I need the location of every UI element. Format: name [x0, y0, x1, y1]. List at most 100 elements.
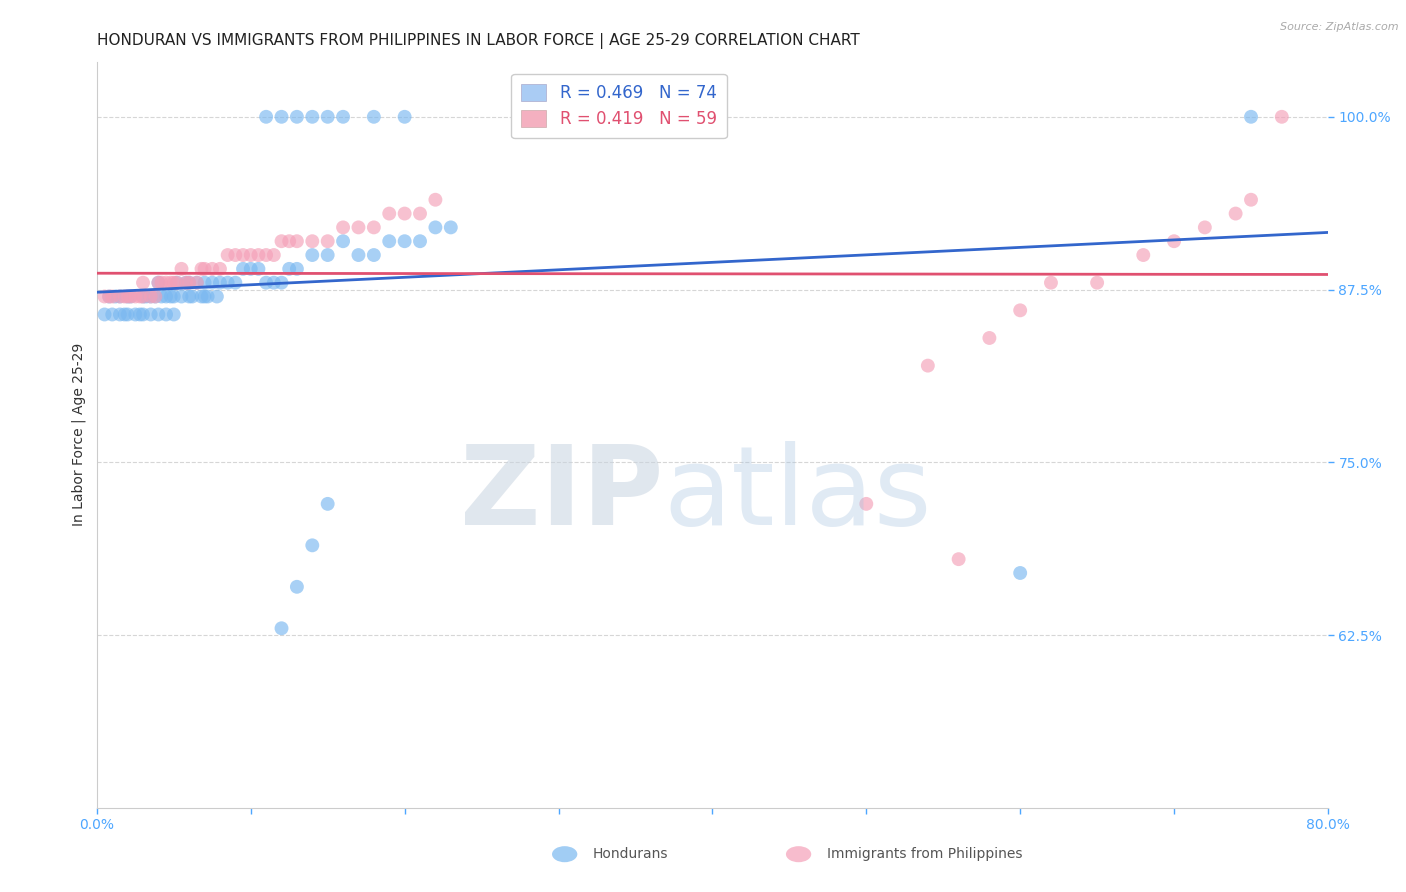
Point: [270, 234, 292, 248]
Point: [1039, 276, 1062, 290]
Point: [855, 497, 877, 511]
Point: [301, 234, 323, 248]
Point: [132, 308, 155, 322]
Point: [170, 261, 193, 276]
Point: [201, 261, 224, 276]
Point: [948, 552, 970, 566]
Point: [394, 206, 416, 220]
Legend: R = 0.469   N = 74, R = 0.419   N = 59: R = 0.469 N = 74, R = 0.419 N = 59: [512, 73, 727, 138]
Point: [170, 289, 193, 303]
Point: [193, 289, 215, 303]
Point: [270, 110, 292, 124]
Point: [93, 289, 115, 303]
Point: [117, 289, 139, 303]
Point: [378, 206, 401, 220]
Point: [917, 359, 939, 373]
Point: [1085, 276, 1108, 290]
Point: [347, 248, 370, 262]
Point: [139, 308, 162, 322]
Point: [143, 289, 166, 303]
Point: [1194, 220, 1216, 235]
Point: [979, 331, 1001, 345]
Point: [332, 234, 354, 248]
Point: [363, 110, 385, 124]
Point: [179, 276, 201, 290]
Point: [1010, 303, 1032, 318]
Point: [263, 276, 285, 290]
Point: [394, 234, 416, 248]
Text: ZIP: ZIP: [460, 441, 664, 548]
Point: [98, 289, 121, 303]
Point: [425, 220, 447, 235]
Point: [155, 308, 177, 322]
Point: [135, 289, 157, 303]
Point: [201, 276, 224, 290]
Point: [190, 289, 212, 303]
Point: [1240, 110, 1263, 124]
Point: [148, 308, 170, 322]
Point: [179, 276, 201, 290]
Y-axis label: In Labor Force | Age 25-29: In Labor Force | Age 25-29: [72, 343, 86, 526]
Point: [148, 276, 170, 290]
Point: [101, 289, 124, 303]
Point: [224, 248, 246, 262]
Point: [394, 110, 416, 124]
Point: [186, 276, 208, 290]
Point: [425, 193, 447, 207]
Point: [150, 289, 173, 303]
Point: [285, 234, 308, 248]
Point: [278, 261, 301, 276]
Point: [270, 621, 292, 635]
Point: [108, 289, 131, 303]
Point: [193, 261, 215, 276]
Point: [363, 220, 385, 235]
Point: [190, 261, 212, 276]
Point: [316, 110, 339, 124]
Point: [254, 248, 277, 262]
Point: [108, 289, 131, 303]
Point: [239, 261, 262, 276]
Point: [93, 308, 115, 322]
Point: [316, 234, 339, 248]
Point: [1225, 206, 1247, 220]
Point: [163, 289, 186, 303]
Point: [316, 497, 339, 511]
Point: [254, 276, 277, 290]
Point: [363, 248, 385, 262]
Point: [208, 276, 231, 290]
Point: [163, 276, 186, 290]
Point: [440, 220, 463, 235]
Point: [278, 234, 301, 248]
Point: [129, 308, 152, 322]
Point: [254, 110, 277, 124]
Point: [1163, 234, 1185, 248]
Point: [132, 289, 155, 303]
Point: [285, 261, 308, 276]
Point: [301, 538, 323, 552]
Point: [1271, 110, 1294, 124]
Point: [108, 308, 131, 322]
Point: [114, 308, 136, 322]
Point: [139, 289, 162, 303]
Point: [98, 289, 121, 303]
Point: [332, 110, 354, 124]
Point: [217, 276, 239, 290]
Point: [163, 308, 186, 322]
Point: [217, 248, 239, 262]
Point: [301, 248, 323, 262]
Point: [159, 289, 181, 303]
Point: [117, 308, 139, 322]
Point: [166, 276, 188, 290]
Point: [247, 261, 270, 276]
Point: [117, 289, 139, 303]
Point: [285, 110, 308, 124]
Point: [263, 248, 285, 262]
Point: [193, 276, 215, 290]
Point: [186, 276, 208, 290]
Point: [197, 289, 219, 303]
Text: HONDURAN VS IMMIGRANTS FROM PHILIPPINES IN LABOR FORCE | AGE 25-29 CORRELATION C: HONDURAN VS IMMIGRANTS FROM PHILIPPINES …: [97, 33, 859, 49]
Point: [124, 289, 146, 303]
Point: [239, 248, 262, 262]
Point: [174, 276, 197, 290]
Point: [301, 110, 323, 124]
